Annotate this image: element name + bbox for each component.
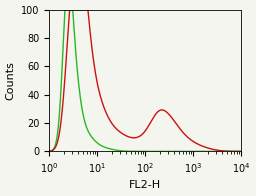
X-axis label: FL2-H: FL2-H bbox=[129, 181, 161, 191]
Y-axis label: Counts: Counts bbox=[6, 61, 16, 100]
